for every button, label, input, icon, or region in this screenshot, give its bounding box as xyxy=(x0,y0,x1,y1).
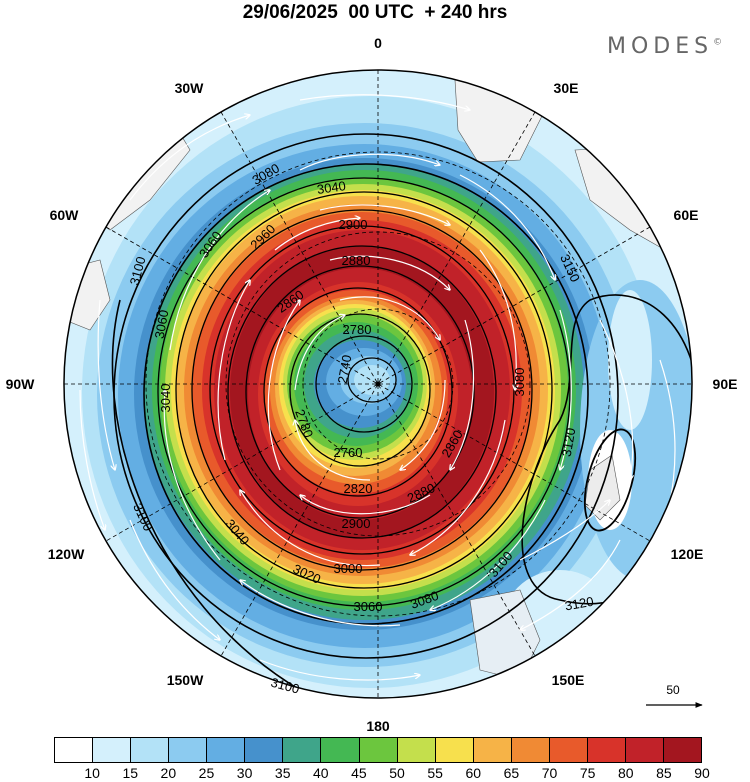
reference-vector: 50 xyxy=(640,683,706,713)
colorbar-cell xyxy=(473,738,512,762)
colorbar xyxy=(54,737,702,763)
colorbar-tick-label: 25 xyxy=(198,765,215,781)
longitude-label-90e: 90E xyxy=(712,376,738,392)
colorbar-cell xyxy=(587,738,626,762)
colorbar-cell xyxy=(207,738,246,762)
colorbar-cell xyxy=(397,738,436,762)
colorbar-cell xyxy=(131,738,170,762)
contour-label: 2780 xyxy=(343,322,372,337)
colorbar-cell xyxy=(625,738,664,762)
contour-label: 2900 xyxy=(339,217,368,232)
colorbar-tick-label: 15 xyxy=(122,765,139,781)
colorbar-cell xyxy=(511,738,550,762)
longitude-label-30w: 30W xyxy=(174,80,204,96)
colorbar-tick-label: 40 xyxy=(313,765,329,781)
colorbar-cell xyxy=(549,738,588,762)
contour-label: 3040 xyxy=(158,384,173,413)
longitude-label-0: 0 xyxy=(374,35,382,51)
contour-label: 3120 xyxy=(559,427,579,458)
colorbar-tick-label: 65 xyxy=(503,765,520,781)
contour-label: 3100 xyxy=(127,255,149,287)
colorbar-tick-label: 60 xyxy=(465,765,482,781)
contour-label: 3040 xyxy=(316,178,347,197)
colorbar-cell xyxy=(664,738,702,762)
longitude-label-120e: 120E xyxy=(670,546,704,562)
colorbar-tick-label: 35 xyxy=(274,765,291,781)
colorbar-tick-label: 85 xyxy=(656,765,672,781)
longitude-label-30e: 30E xyxy=(553,80,579,96)
contour-label: 3000 xyxy=(334,561,363,576)
contour-label: 3060 xyxy=(152,309,172,340)
brand-logo: MODES© xyxy=(607,34,723,59)
colorbar-cell xyxy=(169,738,208,762)
contour-label: 3080 xyxy=(512,368,527,397)
map-border xyxy=(63,69,693,699)
map-title: 29/06/2025 00 UTC + 240 hrs xyxy=(242,2,508,23)
colorbar-tick-label: 55 xyxy=(427,765,443,781)
colorbar-cell xyxy=(93,738,132,762)
reference-vector-label: 50 xyxy=(666,683,680,697)
colorbar-tick-label: 75 xyxy=(579,765,596,781)
longitude-label-150e: 150E xyxy=(551,672,585,688)
contour-label: 2760 xyxy=(334,445,363,460)
colorbar-cell xyxy=(245,738,284,762)
colorbar-tick-label: 20 xyxy=(160,765,177,781)
geopotential-contours xyxy=(111,133,692,698)
contour-label: 2880 xyxy=(342,253,371,268)
longitude-label-90w: 90W xyxy=(5,376,35,392)
contour-label: 3060 xyxy=(354,599,383,614)
contour-label: 2740 xyxy=(335,354,355,385)
colorbar-tick-label: 80 xyxy=(617,765,634,781)
contour-label: 3100 xyxy=(269,675,301,697)
pole-marker xyxy=(375,381,381,387)
contour-label: 2820 xyxy=(344,481,373,496)
colorbar-cell xyxy=(321,738,360,762)
longitude-label-150w: 150W xyxy=(166,672,204,688)
colorbar-tick-label: 70 xyxy=(541,765,558,781)
wind-streamlines xyxy=(79,82,676,681)
colorbar-tick-label: 50 xyxy=(389,765,405,781)
colorbar-cell xyxy=(435,738,474,762)
colorbar-cell xyxy=(283,738,322,762)
colorbar-cell xyxy=(55,738,94,762)
longitude-label-60e: 60E xyxy=(673,207,699,223)
colorbar-cell xyxy=(359,738,398,762)
contour-label: 3120 xyxy=(564,594,595,614)
longitude-label-120w: 120W xyxy=(47,546,85,562)
colorbar-tick-label: 45 xyxy=(351,765,367,781)
contour-label: 2900 xyxy=(342,516,371,531)
colorbar-tick-label: 30 xyxy=(236,765,253,781)
colorbar-tick-label: 90 xyxy=(694,765,710,781)
longitude-label-180: 180 xyxy=(366,718,390,734)
longitude-label-60w: 60W xyxy=(49,207,79,223)
graticule xyxy=(64,70,692,698)
colorbar-tick-label: 10 xyxy=(84,765,100,781)
colorbar-ticks: 10 15 20 25 30 35 40 45 50 55 60 65 70 75 80 85 90 xyxy=(0,765,750,782)
